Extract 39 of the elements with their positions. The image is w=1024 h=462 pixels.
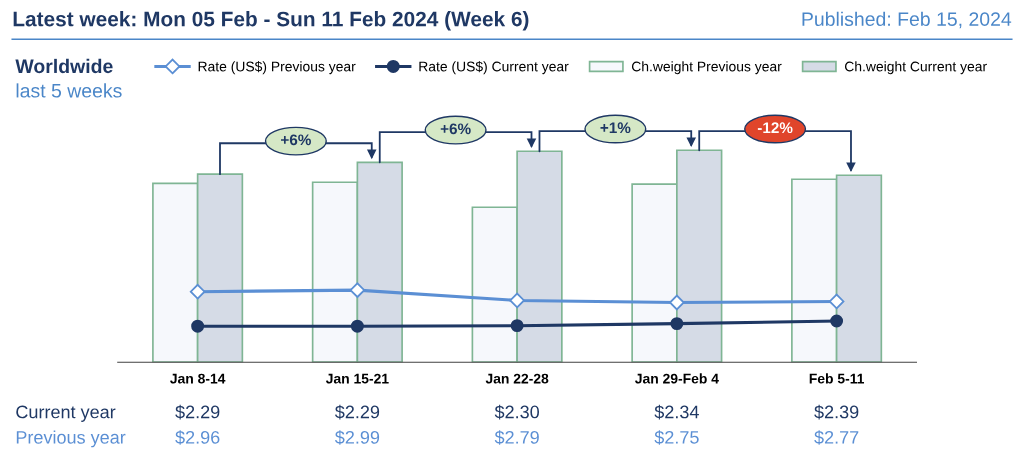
point <box>509 292 525 309</box>
legend-label: Rate (US$) Current year <box>419 61 569 75</box>
legend-label: Ch.weight Previous year <box>631 61 782 75</box>
data-label: $2.29 <box>334 404 380 420</box>
data-label: $2.34 <box>654 404 699 420</box>
chart-subtitle: Published: Feb 15, 2024 <box>802 11 1012 29</box>
text: last 5 weeks <box>16 83 122 98</box>
legend-label: Rate (US$) Previous year <box>198 61 356 75</box>
data-label: $2.39 <box>814 404 859 420</box>
x-tick-label: Jan 29-Feb 4 <box>635 373 719 384</box>
point <box>191 319 205 333</box>
data-label: $2.79 <box>494 430 539 445</box>
data-label: $2.29 <box>175 404 220 420</box>
legend-label: Ch.weight Current year <box>844 61 987 75</box>
text: +6% <box>440 123 471 135</box>
point <box>349 282 366 298</box>
data-label: $2.77 <box>814 430 859 445</box>
point <box>828 293 845 310</box>
x-tick-label: Jan 8-14 <box>170 373 226 384</box>
text: -12% <box>757 122 793 134</box>
point <box>669 294 685 311</box>
point <box>830 314 844 328</box>
x-tick-label: Jan 15-21 <box>325 373 389 384</box>
point <box>189 283 206 300</box>
data-label: $2.75 <box>654 430 699 445</box>
point <box>510 319 524 333</box>
text: +6% <box>281 134 311 146</box>
text: Previous year <box>16 430 126 448</box>
text: Worldwide <box>15 58 113 74</box>
data-label: $2.96 <box>175 430 220 445</box>
data-label: $2.30 <box>494 404 540 420</box>
x-tick-label: Feb 5-11 <box>809 373 865 384</box>
text: +1% <box>600 122 631 134</box>
point <box>350 319 364 333</box>
text: Current year <box>16 405 116 422</box>
point <box>670 317 684 331</box>
data-label: $2.99 <box>334 430 380 445</box>
chart-title: Latest week: Mon 05 Feb - Sun 11 Feb 2024 (Week 6) <box>13 11 529 31</box>
x-tick-label: Jan 22-28 <box>485 373 549 384</box>
